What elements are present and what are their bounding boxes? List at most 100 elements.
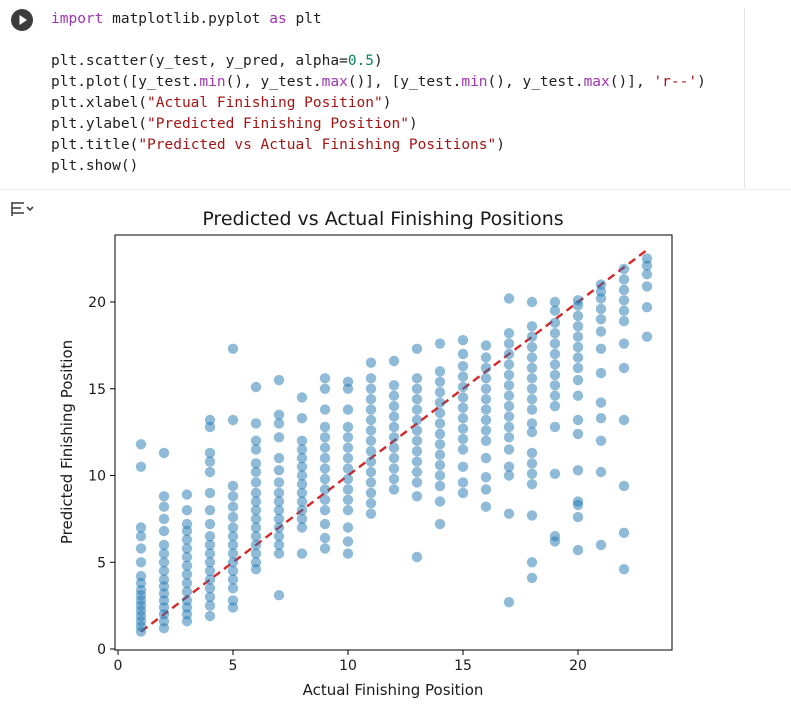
scatter-point [503, 380, 515, 391]
scatter-point [342, 548, 354, 559]
scatter-point [227, 574, 239, 585]
scatter-point [549, 359, 561, 370]
scatter-point [641, 331, 653, 342]
scatter-point [595, 279, 607, 290]
scatter-point [434, 459, 446, 471]
scatter-point [434, 518, 446, 530]
scatter-point [250, 513, 262, 525]
scatter-point [135, 570, 147, 582]
scatter-point [411, 435, 423, 446]
scatter-point [595, 314, 607, 325]
scatter-point [411, 477, 423, 488]
scatter-point [250, 477, 262, 488]
scatter-point [595, 435, 607, 446]
scatter-point [250, 466, 262, 478]
scatter-point [250, 458, 262, 469]
scatter-point [457, 348, 469, 360]
scatter-point [273, 465, 285, 476]
scatter-point [572, 341, 584, 353]
scatter-point [434, 366, 446, 377]
scatter-point [204, 466, 216, 478]
scatter-point [618, 480, 630, 492]
scatter-point [158, 501, 170, 512]
scatter-chart: Predicted vs Actual Finishing Positions … [58, 208, 673, 699]
scatter-point [480, 340, 492, 351]
scatter-point [319, 543, 331, 554]
scatter-point [526, 458, 538, 469]
scatter-point [296, 444, 308, 455]
scatter-point [503, 400, 515, 412]
scatter-point [273, 522, 285, 533]
scatter-point [319, 494, 331, 505]
scatter-point [480, 414, 492, 426]
cell-divider [744, 8, 745, 188]
scatter-point [181, 551, 193, 563]
scatter-point [503, 338, 515, 349]
scatter-point [296, 505, 308, 516]
scatter-point [457, 392, 469, 403]
code-editor[interactable]: import matplotlib.pyplot as plt plt.scat… [51, 9, 706, 177]
scatter-point [365, 487, 377, 499]
scatter-point [388, 432, 400, 443]
output-toggle-button[interactable] [8, 198, 36, 220]
scatter-point [227, 491, 239, 502]
y-axis-label: Predicted Finishing Position [58, 340, 76, 544]
scatter-point [618, 338, 630, 349]
scatter-point [250, 522, 262, 533]
scatter-point [480, 352, 492, 363]
scatter-point [342, 421, 354, 433]
scatter-point [503, 421, 515, 433]
scatter-point [319, 452, 331, 464]
scatter-point [250, 444, 262, 455]
scatter-point [457, 461, 469, 472]
scatter-point [181, 569, 193, 580]
scatter-point [618, 305, 630, 316]
scatter-point [273, 409, 285, 420]
scatter-point [549, 348, 561, 360]
scatter-point [503, 432, 515, 443]
scatter-point [618, 284, 630, 296]
scatter-point [388, 411, 400, 422]
scatter-point [296, 513, 308, 525]
scatter-point [388, 442, 400, 453]
scatter-point [526, 383, 538, 394]
scatter-point [204, 505, 216, 516]
scatter-point [342, 494, 354, 505]
scatter-point [342, 505, 354, 516]
scatter-point [480, 373, 492, 384]
scatter-point [296, 522, 308, 533]
scatter-point [434, 449, 446, 460]
scatter-point [204, 487, 216, 499]
scatter-point [549, 421, 561, 433]
scatter-point [503, 293, 515, 304]
scatter-point [618, 315, 630, 327]
code-cell[interactable]: import matplotlib.pyplot as plt plt.scat… [0, 0, 791, 190]
scatter-point [319, 373, 331, 384]
scatter-point [641, 269, 653, 280]
scatter-point [411, 383, 423, 394]
scatter-point [503, 328, 515, 339]
scatter-point [342, 452, 354, 464]
scatter-point [342, 463, 354, 474]
code-line: import matplotlib.pyplot as plt [51, 11, 322, 27]
scatter-point [250, 548, 262, 559]
plot-area [114, 234, 673, 651]
run-cell-button[interactable] [11, 9, 33, 31]
scatter-point [204, 591, 216, 603]
scatter-point [135, 522, 147, 533]
scatter-point [319, 421, 331, 433]
scatter-point [204, 574, 216, 585]
scatter-point [227, 343, 239, 354]
scatter-point [434, 470, 446, 481]
scatter-point [549, 390, 561, 401]
scatter-point [273, 513, 285, 525]
scatter-point [457, 381, 469, 393]
scatter-point [273, 590, 285, 601]
scatter-point [618, 362, 630, 374]
scatter-point [158, 525, 170, 537]
scatter-point [181, 505, 193, 516]
scatter-point [572, 310, 584, 322]
scatter-point [411, 394, 423, 405]
scatter-point [572, 465, 584, 476]
scatter-point [204, 548, 216, 559]
